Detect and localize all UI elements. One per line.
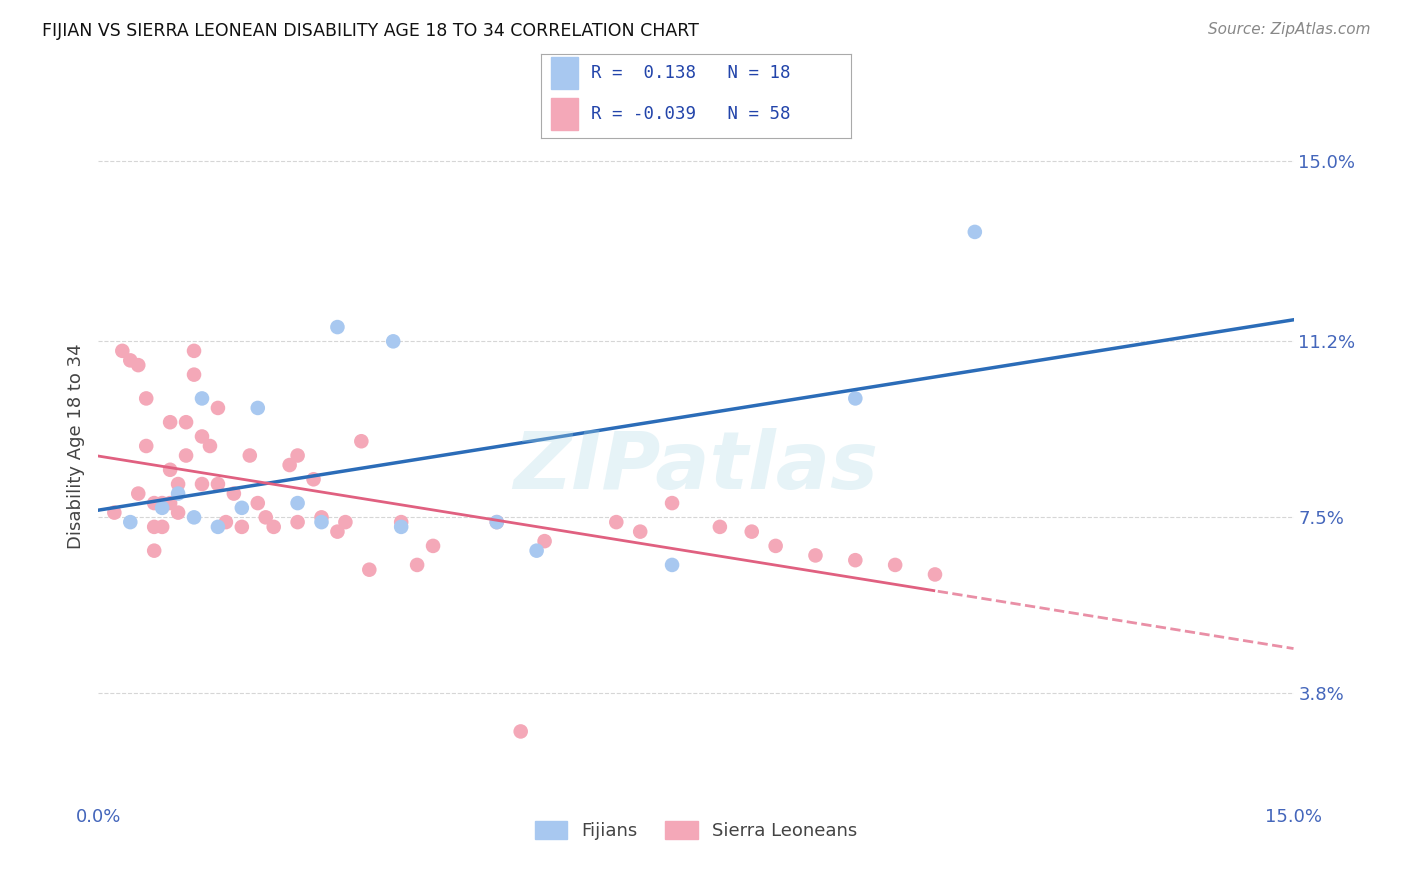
Point — [485, 515, 508, 529]
Point — [135, 392, 157, 406]
Text: ZIPatlas: ZIPatlas — [513, 428, 879, 507]
Point — [350, 434, 373, 449]
Point — [804, 549, 827, 563]
Point — [661, 558, 683, 572]
Point — [741, 524, 763, 539]
Point — [183, 368, 205, 382]
Point — [222, 486, 245, 500]
Point — [174, 415, 197, 429]
Point — [844, 553, 866, 567]
Point — [159, 463, 181, 477]
Point — [311, 515, 333, 529]
Point — [406, 558, 429, 572]
Point — [167, 506, 190, 520]
Text: R = -0.039   N = 58: R = -0.039 N = 58 — [591, 104, 790, 123]
Point — [207, 477, 229, 491]
Point — [207, 401, 229, 415]
Bar — [551, 57, 578, 89]
Point — [143, 496, 166, 510]
Point — [111, 343, 134, 358]
Point — [135, 439, 157, 453]
Point — [359, 563, 381, 577]
Point — [143, 520, 166, 534]
Point — [143, 543, 166, 558]
Point — [120, 515, 142, 529]
Point — [422, 539, 444, 553]
Point — [278, 458, 301, 472]
Point — [150, 496, 173, 510]
Point — [191, 392, 214, 406]
Point — [263, 520, 285, 534]
Point — [509, 724, 531, 739]
Point — [326, 320, 349, 334]
Point — [326, 524, 349, 539]
Point — [287, 449, 309, 463]
Point — [103, 506, 125, 520]
Point — [605, 515, 627, 529]
Point — [924, 567, 946, 582]
Point — [207, 520, 229, 534]
Point — [183, 343, 205, 358]
Point — [246, 496, 269, 510]
Point — [191, 429, 214, 443]
Point — [382, 334, 405, 349]
Point — [765, 539, 787, 553]
Point — [191, 477, 214, 491]
Legend: Fijians, Sierra Leoneans: Fijians, Sierra Leoneans — [527, 814, 865, 847]
Point — [198, 439, 221, 453]
Point — [246, 401, 269, 415]
Point — [709, 520, 731, 534]
Point — [302, 472, 325, 486]
Point — [844, 392, 866, 406]
Point — [127, 358, 149, 372]
Point — [231, 520, 253, 534]
Text: Source: ZipAtlas.com: Source: ZipAtlas.com — [1208, 22, 1371, 37]
Text: FIJIAN VS SIERRA LEONEAN DISABILITY AGE 18 TO 34 CORRELATION CHART: FIJIAN VS SIERRA LEONEAN DISABILITY AGE … — [42, 22, 699, 40]
Point — [485, 515, 508, 529]
Point — [183, 510, 205, 524]
Point — [231, 500, 253, 515]
Point — [167, 486, 190, 500]
Point — [287, 496, 309, 510]
Point — [287, 515, 309, 529]
Point — [335, 515, 357, 529]
Point — [150, 520, 173, 534]
Point — [533, 534, 555, 549]
Point — [167, 477, 190, 491]
Point — [159, 415, 181, 429]
Point — [239, 449, 262, 463]
Point — [150, 500, 173, 515]
Point — [311, 510, 333, 524]
Point — [215, 515, 238, 529]
Point — [661, 496, 683, 510]
Y-axis label: Disability Age 18 to 34: Disability Age 18 to 34 — [66, 343, 84, 549]
Point — [884, 558, 907, 572]
Point — [120, 353, 142, 368]
Point — [254, 510, 277, 524]
Point — [526, 543, 548, 558]
Point — [389, 520, 412, 534]
Bar — [551, 97, 578, 130]
Text: R =  0.138   N = 18: R = 0.138 N = 18 — [591, 64, 790, 82]
Point — [159, 496, 181, 510]
Point — [628, 524, 651, 539]
Point — [963, 225, 986, 239]
Point — [174, 449, 197, 463]
Point — [127, 486, 149, 500]
Point — [389, 515, 412, 529]
